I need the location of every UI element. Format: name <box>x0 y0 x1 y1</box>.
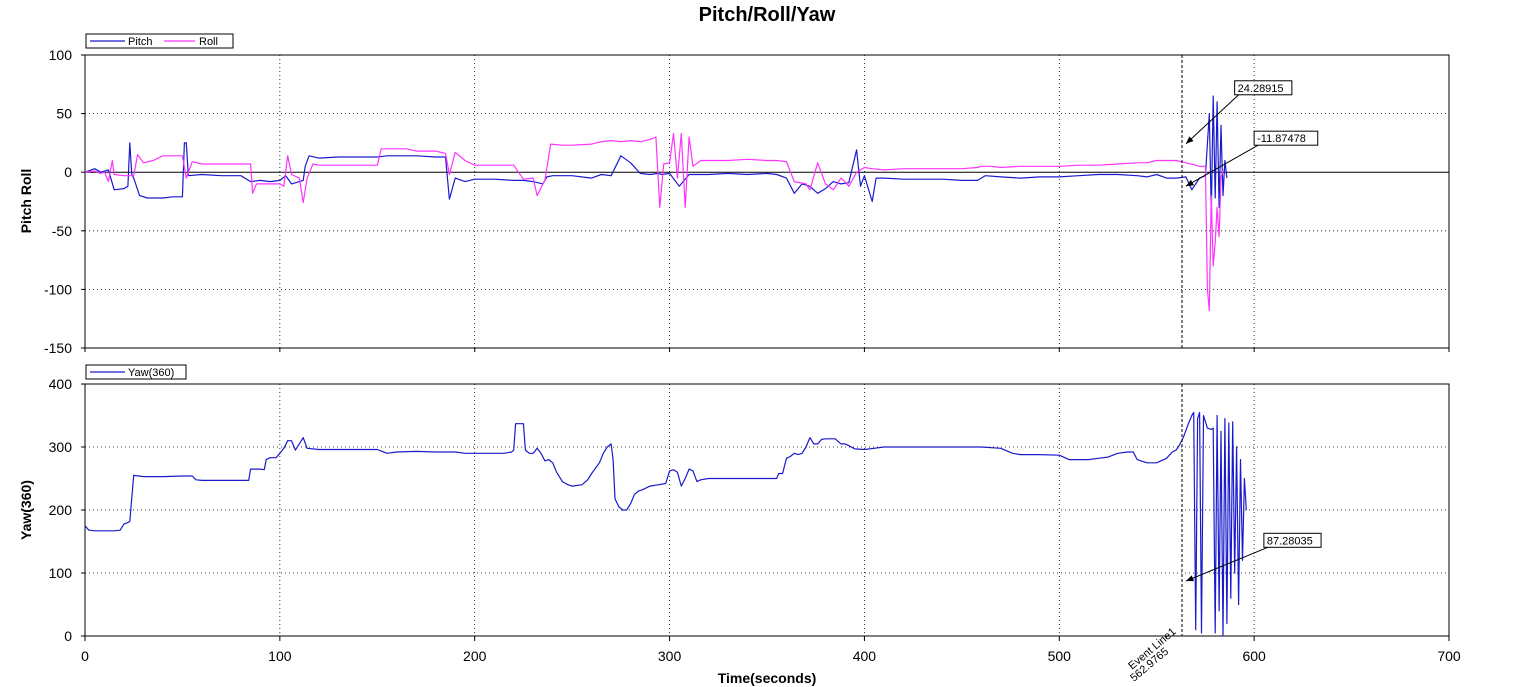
x-tick-label: 500 <box>1048 648 1072 664</box>
x-tick-label: 600 <box>1242 648 1266 664</box>
annotation-leader <box>1185 144 1259 187</box>
x-tick-label: 200 <box>463 648 487 664</box>
x-tick-label: 0 <box>81 648 89 664</box>
annotation-leader <box>1185 94 1239 145</box>
y-tick-label: 0 <box>64 628 72 644</box>
x-tick-label: 400 <box>853 648 877 664</box>
pitch-roll-panel: 100 50 0 -50 -100 -150 24.28915 -11.87478 Pitc… <box>18 33 1450 356</box>
pitch-roll-legend-box <box>85 33 234 49</box>
x-axis-label: Time(seconds) <box>718 670 817 686</box>
annotation-value: 24.28915 <box>1238 83 1284 95</box>
yaw-y-ticks: 400 300 200 100 0 <box>49 376 85 644</box>
annotation-leader <box>1185 546 1269 582</box>
legend-pitch-label: Pitch <box>128 36 152 48</box>
annotation-value: -11.87478 <box>1257 133 1306 145</box>
legend-roll-label: Roll <box>199 36 218 48</box>
y-tick-label: 400 <box>49 376 73 392</box>
legend-yaw-label: Yaw(360) <box>128 367 174 379</box>
pitch-roll-legend[interactable]: Pitch Roll <box>85 33 234 49</box>
x-tick-label: 700 <box>1437 648 1461 664</box>
yaw-legend[interactable]: Yaw(360) <box>85 364 187 380</box>
yaw-panel: 400 300 200 100 0 87.28035 Yaw(360) Yaw(360) <box>18 364 1450 644</box>
series-line-yaw-360-[interactable] <box>84 411 1247 637</box>
yaw-annotations: 87.28035 <box>1185 532 1322 582</box>
annotation-arrowhead <box>1186 575 1195 582</box>
series-line-pitch[interactable] <box>84 95 1228 214</box>
y-tick-label: 200 <box>49 502 73 518</box>
annotation-box <box>1263 532 1322 548</box>
y-tick-label: -100 <box>44 281 72 297</box>
y-tick-label: -150 <box>44 340 72 356</box>
annotation-box <box>1253 130 1319 146</box>
chart-title: Pitch/Roll/Yaw <box>699 4 836 26</box>
yaw-legend-box <box>85 364 187 380</box>
x-tick-label: 100 <box>268 648 292 664</box>
pitch-roll-y-axis-label: Pitch Roll <box>18 169 34 234</box>
yaw-y-axis-label: Yaw(360) <box>18 480 34 540</box>
annotation-arrowhead <box>1186 136 1194 144</box>
pitch-roll-annotations: 24.28915 -11.87478 <box>1185 80 1319 187</box>
annotation-arrowhead <box>1186 179 1194 187</box>
pitch-roll-y-ticks: 100 50 0 -50 -100 -150 <box>44 47 85 356</box>
annotation-box <box>1234 80 1293 96</box>
y-tick-label: 50 <box>56 106 72 122</box>
y-tick-label: 300 <box>49 439 73 455</box>
pitch-roll-series <box>84 95 1228 312</box>
annotation-value: 87.28035 <box>1267 535 1313 547</box>
x-tick-label: 300 <box>658 648 682 664</box>
x-axis-ticks: 0 100 200 300 400 500 600 700 <box>81 348 1461 664</box>
series-line-roll[interactable] <box>84 132 1224 312</box>
pitch-roll-plot-area <box>84 54 1450 349</box>
y-tick-label: 0 <box>64 164 72 180</box>
y-tick-label: 100 <box>49 47 73 63</box>
y-tick-label: -50 <box>52 223 72 239</box>
pitch-roll-grid <box>85 55 1449 348</box>
yaw-series <box>84 411 1247 637</box>
y-tick-label: 100 <box>49 565 73 581</box>
